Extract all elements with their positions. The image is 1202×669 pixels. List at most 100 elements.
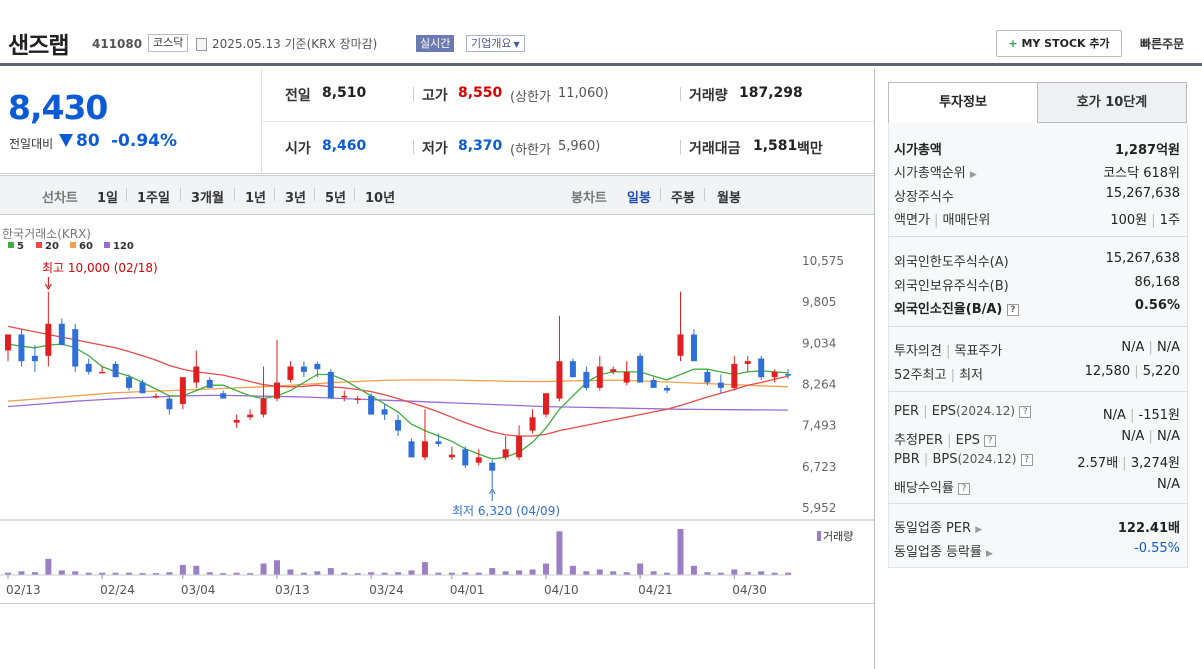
w52-high-value: 12,580 xyxy=(1084,364,1131,379)
realtime-button[interactable]: 실시간 xyxy=(416,35,455,52)
stock-header xyxy=(0,0,1202,66)
foreign-ratio-label-wrap: 외국인소진율(B/A) ? xyxy=(894,298,1019,317)
candle-body xyxy=(45,323,52,356)
sector-change-label: 동일업종 등락률 xyxy=(894,545,982,560)
x-tick-label: 04/10 xyxy=(544,583,579,597)
candle-monthly[interactable]: 월봉 xyxy=(717,191,741,206)
candle-body xyxy=(341,395,348,398)
help-icon[interactable]: ? xyxy=(957,483,970,495)
sector-per-link[interactable]: 동일업종 PER ▶ xyxy=(894,517,982,536)
volume-legend-swatch xyxy=(817,531,821,541)
period-5y[interactable]: 5년 xyxy=(325,191,347,206)
volume-bar xyxy=(489,568,496,575)
candle-body xyxy=(152,395,159,398)
low-label: 저가 xyxy=(422,141,448,157)
current-price: 8,430 xyxy=(8,88,108,127)
volume-bar xyxy=(72,571,79,575)
y-tick-label: 7,493 xyxy=(802,419,836,433)
volume-bar xyxy=(475,572,482,575)
ma20-line xyxy=(7,325,789,437)
eps-label: EPS xyxy=(931,404,957,419)
candle-body xyxy=(368,395,375,415)
document-icon xyxy=(196,38,207,51)
candle-body xyxy=(18,334,25,362)
foreign-limit-value: 15,267,638 xyxy=(1105,251,1180,266)
market-cap-value: 1,287억원 xyxy=(1114,143,1180,158)
help-icon[interactable]: ? xyxy=(1006,304,1019,316)
divider xyxy=(234,188,235,201)
divider xyxy=(413,87,414,101)
trade-value: 1,581 xyxy=(753,138,798,154)
period-1y[interactable]: 1년 xyxy=(245,191,267,206)
chevron-right-icon: ▶ xyxy=(969,170,977,180)
volume-bar xyxy=(785,572,792,575)
candle-body xyxy=(72,329,79,367)
per-label: PER | EPS(2024.12) ? xyxy=(894,404,1032,419)
w52-low-label: 최저 xyxy=(959,368,984,383)
period-3m[interactable]: 3개월 xyxy=(191,191,224,206)
line-chart-label[interactable]: 선차트 xyxy=(42,191,78,206)
stock-code: 411080 xyxy=(92,37,143,51)
volume-bar xyxy=(18,571,25,575)
quick-order-button[interactable]: 빠른주문 xyxy=(1140,37,1185,51)
candle-body xyxy=(704,371,711,383)
listed-shares-label: 상장주식수 xyxy=(894,190,954,205)
ma60-line xyxy=(7,379,789,402)
divider xyxy=(413,140,414,154)
foreign-ratio-label: 외국인소진율(B/A) xyxy=(894,302,1003,317)
help-icon[interactable]: ? xyxy=(1019,406,1032,418)
x-tick-label: 04/30 xyxy=(732,583,767,597)
period-1w[interactable]: 1주일 xyxy=(137,191,170,206)
candle-body xyxy=(448,454,455,458)
candle-chart-label[interactable]: 봉차트 xyxy=(571,191,607,206)
x-tick-label: 02/13 xyxy=(6,583,41,597)
volume-bar xyxy=(502,571,509,575)
period-1d[interactable]: 1일 xyxy=(97,191,119,206)
per-value: N/A | -151원 xyxy=(1102,408,1180,423)
volume-bar xyxy=(58,570,65,575)
company-overview-dropdown[interactable]: 기업개요 ▼ xyxy=(466,35,525,52)
sector-change-link[interactable]: 동일업종 등락률 ▶ xyxy=(894,541,993,560)
chart-bottom-border xyxy=(0,603,874,604)
market-cap-rank-link[interactable]: 시가총액순위 ▶ xyxy=(894,162,977,181)
candle-weekly[interactable]: 주봉 xyxy=(671,191,695,206)
period-10y[interactable]: 10년 xyxy=(365,191,396,206)
candle-body xyxy=(206,379,213,388)
candle-body xyxy=(112,363,119,378)
help-icon[interactable]: ? xyxy=(1020,454,1033,466)
add-my-stock-label: MY STOCK 추가 xyxy=(1021,37,1110,50)
tab-invest-info[interactable]: 투자정보 xyxy=(888,82,1038,123)
low-value: 8,370 xyxy=(458,138,503,154)
company-overview-label: 기업개요 xyxy=(471,37,512,50)
x-tick-label: 04/21 xyxy=(638,583,673,597)
lower-limit-value: 5,960) xyxy=(558,139,601,154)
volume-bar xyxy=(327,568,334,575)
ma120-line xyxy=(7,394,789,411)
period-3y[interactable]: 3년 xyxy=(285,191,307,206)
legend-swatch xyxy=(104,242,110,248)
candle-body xyxy=(408,441,415,458)
candle-daily[interactable]: 일봉 xyxy=(627,191,651,206)
candle-body xyxy=(569,361,576,378)
candle-body xyxy=(677,334,684,356)
volume-bar xyxy=(771,572,778,575)
help-icon[interactable]: ? xyxy=(984,435,997,447)
candle-body xyxy=(731,363,738,388)
par-trade-unit-label: 액면가 | 매매단위 xyxy=(894,213,991,228)
low-annotation: 최저 6,320 (04/09) xyxy=(452,504,560,518)
candle-body xyxy=(220,393,227,399)
add-my-stock-button[interactable]: + MY STOCK 추가 xyxy=(996,30,1122,57)
volume-legend-label: 거래량 xyxy=(823,530,853,543)
foreign-hold-label: 외국인보유주식수(B) xyxy=(894,279,1009,294)
divider xyxy=(274,188,275,201)
volume-bar xyxy=(623,572,630,575)
dropdown-arrow-icon: ▼ xyxy=(513,40,520,49)
stock-chart[interactable]: 10,575 9,805 9,034 8,264 7,493 6,723 5,952 한국거래… xyxy=(0,215,874,605)
y-tick-label: 10,575 xyxy=(802,254,844,268)
stock-name: 샌즈랩 xyxy=(8,33,69,59)
tab-order-book[interactable]: 호가 10단계 xyxy=(1037,82,1187,123)
lower-limit-label: (하한가 xyxy=(510,143,551,158)
candle-body xyxy=(744,361,751,364)
chevron-right-icon: ▶ xyxy=(986,549,993,559)
w52-label: 52주최고 | 최저 xyxy=(894,368,984,383)
